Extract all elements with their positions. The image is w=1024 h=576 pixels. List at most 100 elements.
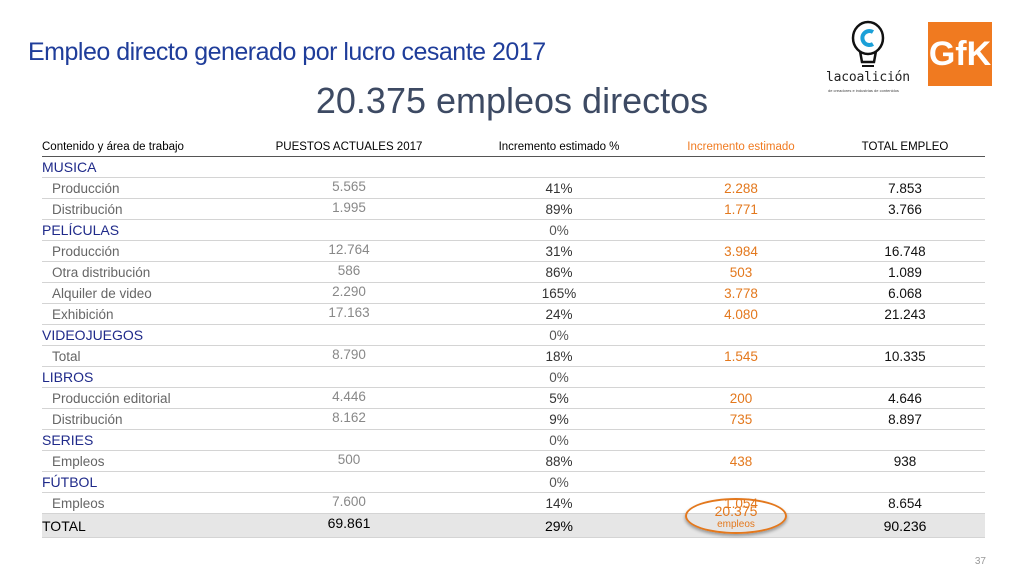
cell-total: 7.853 (825, 177, 985, 199)
cell-current-jobs (237, 471, 461, 493)
cell-name: PELÍCULAS (42, 219, 237, 241)
gfk-logo: GfK (928, 22, 992, 86)
cell-current-jobs (237, 324, 461, 346)
cell-current-jobs (237, 429, 461, 451)
cell-name: Alquiler de video (42, 282, 237, 304)
cell-name: LIBROS (42, 366, 237, 388)
cell-name: Producción (42, 177, 237, 199)
cell-increase-pct (461, 156, 657, 178)
cell-increase (657, 366, 825, 388)
cell-total (825, 324, 985, 346)
highlight-oval (685, 498, 787, 534)
cell-increase: 200 (657, 387, 825, 409)
lacoalicion-wordmark: lacoalición (826, 70, 910, 85)
cell-current-jobs: 8.790 (237, 345, 461, 367)
cell-total (825, 156, 985, 178)
highlight-unit: empleos (717, 519, 755, 530)
cell-increase-pct: 5% (461, 387, 657, 409)
table-row: Producción 12.764 31% 3.984 16.748 (42, 240, 985, 262)
cell-total (825, 219, 985, 241)
cell-increase: 3.778 (657, 282, 825, 304)
header-increase: Incremento estimado (657, 138, 825, 157)
cell-increase (657, 156, 825, 178)
cell-current-jobs: 586 (237, 261, 461, 283)
table-row: Otra distribución 586 86% 503 1.089 (42, 261, 985, 283)
cell-increase: 1.545 (657, 345, 825, 367)
cell-current-jobs: 4.446 (237, 387, 461, 409)
header-total-employment: TOTAL EMPLEO (825, 138, 985, 157)
cell-increase (657, 324, 825, 346)
header-increase-pct: Incremento estimado % (461, 138, 657, 157)
cell-total: 21.243 (825, 303, 985, 325)
cell-total: 8.897 (825, 408, 985, 430)
cell-total: 4.646 (825, 387, 985, 409)
cell-total: 8.654 (825, 492, 985, 514)
cell-total: 90.236 (825, 513, 985, 538)
cell-name: MUSICA (42, 156, 237, 178)
cell-current-jobs: 69.861 (237, 513, 461, 538)
cell-current-jobs (237, 219, 461, 241)
cell-name: Otra distribución (42, 261, 237, 283)
cell-increase-pct: 165% (461, 282, 657, 304)
cell-increase (657, 471, 825, 493)
table-row: Alquiler de video 2.290 165% 3.778 6.068 (42, 282, 985, 304)
cell-name: Empleos (42, 450, 237, 472)
cell-current-jobs: 12.764 (237, 240, 461, 262)
cell-increase (657, 429, 825, 451)
cell-name: Distribución (42, 198, 237, 220)
table-row: Empleos 500 88% 438 938 (42, 450, 985, 472)
cell-increase-pct: 89% (461, 198, 657, 220)
cell-current-jobs: 8.162 (237, 408, 461, 430)
cell-total: 10.335 (825, 345, 985, 367)
cell-total: 3.766 (825, 198, 985, 220)
cell-name: Exhibición (42, 303, 237, 325)
category-row: SERIES 0% (42, 429, 985, 451)
table-row: Producción 5.565 41% 2.288 7.853 (42, 177, 985, 199)
table-row: Producción editorial 4.446 5% 200 4.646 (42, 387, 985, 409)
cell-total: 16.748 (825, 240, 985, 262)
cell-increase-pct: 9% (461, 408, 657, 430)
cell-current-jobs (237, 156, 461, 178)
cell-increase-pct: 14% (461, 492, 657, 514)
header-current-jobs: PUESTOS ACTUALES 2017 (237, 138, 461, 157)
cell-total (825, 429, 985, 451)
cell-name: Distribución (42, 408, 237, 430)
cell-increase: 1.771 (657, 198, 825, 220)
cell-increase: 503 (657, 261, 825, 283)
cell-increase (657, 219, 825, 241)
cell-increase-pct: 0% (461, 471, 657, 493)
category-row: VIDEOJUEGOS 0% (42, 324, 985, 346)
table-row: Distribución 8.162 9% 735 8.897 (42, 408, 985, 430)
cell-name: Total (42, 345, 237, 367)
cell-name: FÚTBOL (42, 471, 237, 493)
cell-increase-pct: 31% (461, 240, 657, 262)
total-row: TOTAL 69.861 29% 90.236 (42, 513, 985, 538)
cell-current-jobs: 2.290 (237, 282, 461, 304)
cell-increase-pct: 0% (461, 324, 657, 346)
headline: 20.375 empleos directos (315, 80, 709, 121)
cell-name: Producción editorial (42, 387, 237, 409)
cell-total (825, 471, 985, 493)
cell-increase-pct: 41% (461, 177, 657, 199)
cell-name: TOTAL (42, 513, 237, 538)
cell-increase-pct: 88% (461, 450, 657, 472)
cell-name: VIDEOJUEGOS (42, 324, 237, 346)
header-content-area: Contenido y área de trabajo (42, 138, 237, 157)
cell-total: 1.089 (825, 261, 985, 283)
cell-current-jobs: 1.995 (237, 198, 461, 220)
page-number: 37 (974, 556, 986, 567)
cell-current-jobs: 500 (237, 450, 461, 472)
category-row: LIBROS 0% (42, 366, 985, 388)
cell-current-jobs (237, 366, 461, 388)
cell-increase-pct: 0% (461, 366, 657, 388)
cell-increase-pct: 18% (461, 345, 657, 367)
cell-total (825, 366, 985, 388)
lacoalicion-logo: lacoalición de creadores e industrias de… (826, 20, 918, 93)
table-row: Empleos 7.600 14% 1.054 8.654 (42, 492, 985, 514)
category-row: FÚTBOL 0% (42, 471, 985, 493)
category-row: PELÍCULAS 0% (42, 219, 985, 241)
cell-increase-pct: 86% (461, 261, 657, 283)
cell-current-jobs: 7.600 (237, 492, 461, 514)
cell-name: SERIES (42, 429, 237, 451)
page-title: Empleo directo generado por lucro cesant… (28, 38, 546, 66)
